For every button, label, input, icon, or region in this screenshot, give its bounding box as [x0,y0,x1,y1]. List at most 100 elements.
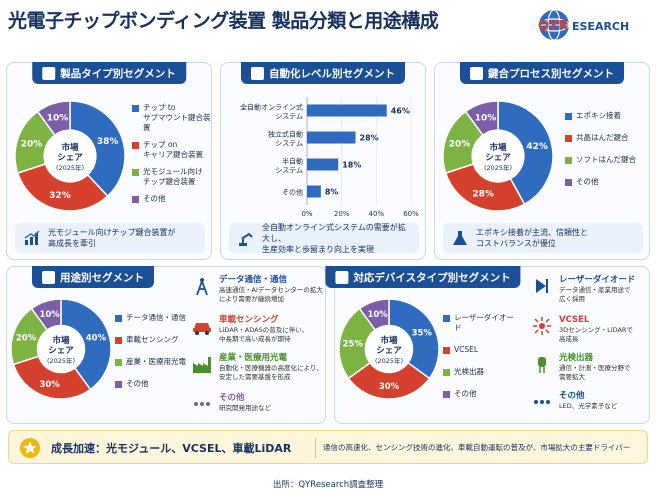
flask-icon [453,231,467,245]
center-label: シェア [485,153,511,163]
legend-swatch [132,169,139,176]
bar-value-label: 8% [325,188,339,197]
legend-label: 光モジュール向け [143,167,203,176]
legend-label: サブマウント鍵合装置 [143,113,211,132]
legend-label: その他 [576,177,599,186]
growth-chart-icon [24,230,40,245]
legend-label: エポキシ接着 [576,111,621,120]
legend-label: キャリア鍵合装置 [143,150,203,159]
legend-item: レーザーダイオード [443,313,519,333]
donut-slice [347,361,431,400]
legend-swatch [115,337,122,344]
legend-label: その他 [126,379,149,388]
banner-divider [315,438,316,458]
donut-hole [366,326,412,372]
donut-slice [444,163,526,212]
slice-label: 42% [526,142,548,152]
x-tick-label: 60% [403,210,419,218]
page-title: 光電子チップボンディング装置 製品分類と用途構成 [8,10,439,32]
bar-category-label: システム [275,167,303,175]
detail-desc: 通信・計測・医療分野で 需要拡大 [559,364,631,381]
note-text: 光モジュール向けチップ鍵合装置が 高成長を牽引 [48,228,176,248]
panel-header: 鍵合プロセス別セグメント [460,62,624,84]
more-dots-icon [194,402,210,406]
legend-swatch [443,369,450,376]
legend-swatch [565,179,572,186]
banner-label: 成長加速：光モジュール、VCSEL、車載LiDAR [51,442,292,455]
slice-label: 28% [472,190,494,200]
slice-label: 10% [475,114,497,124]
bar [307,131,356,144]
detail-title: データ通信・通信 [219,275,288,285]
donut-hole [473,131,523,181]
legend-item: その他 [565,177,649,187]
legend-item: その他 [443,389,519,399]
legend-swatch [132,105,139,112]
center-label: シェア [376,346,402,356]
detail-desc: データ通信・産業用途で 広く採用 [559,286,631,303]
donut-hole [38,326,84,372]
panel-title: 鍵合プロセス別セグメント [488,67,614,80]
use-detail-auto: 車載センシング LiDAR・ADASの普及に伴い、 中長期で高い成長が期待 [191,315,325,343]
panel-title: 対応デバイスタイプ別セグメント [353,271,511,284]
legend-item: VCSEL [443,345,519,355]
slice-label: 20% [21,140,43,150]
x-tick-label: 20% [334,210,350,218]
legend-swatch [565,113,572,120]
bar [307,185,321,198]
device-detail-photodetector: 光検出器 通信・計測・医療分野で 需要拡大 [531,353,649,381]
bar-category-label: その他 [282,188,303,197]
legend-item: 車載センシング [115,335,187,345]
legend-item: その他 [132,194,212,204]
center-label: (2025年) [484,163,512,172]
slice-label: 30% [39,380,60,390]
center-label: (2025年) [56,163,84,172]
legend-swatch [565,135,572,142]
legend-swatch [565,157,572,164]
slice-label: 38% [97,137,119,147]
device-detail-laser: レーザーダイオード データ通信・産業用途で 広く採用 [531,275,649,303]
legend-label: 光検出器 [454,367,484,376]
donut-slice [358,298,390,332]
detail-desc: LED、光学素子など [559,402,618,410]
layers-icon [470,66,483,80]
slice-label: 20% [449,140,471,150]
panel-header: 自動化レベル別セグメント [241,62,405,84]
detail-title: 光検出器 [559,353,594,363]
legend-swatch [132,196,139,203]
x-tick-label: 40% [369,210,385,218]
antenna-tower-icon [196,278,208,296]
robot-icon [251,66,264,80]
antenna-icon [42,270,55,284]
donut-slice [36,100,71,137]
legend-label: 車載センシング [126,335,179,344]
legend-item: チータ通信・通信 [115,313,187,323]
bar-category-label: 独立式自動 [268,130,303,139]
bar [307,104,387,117]
donut-slice [30,298,62,332]
legend-label: その他 [454,389,477,398]
legend-swatch [115,381,122,388]
laser-diode-icon [536,279,548,293]
bar-category-label: 全自動オンライン式 [240,103,303,112]
legend: チータ通信・通信 車載センシング 産業・医療用光電 その他 [115,313,187,396]
slice-label: 10% [367,310,388,320]
center-label: (2025年) [375,356,403,365]
center-label: 市場 [489,142,507,153]
center-label: 市場 [61,142,79,153]
legend-label: その他 [143,194,166,203]
car-icon [193,323,211,335]
legend: チップ to サブマウント鍵合装置 チップ on キャリア鍵合装置 光モジュール向け… [132,103,212,211]
x-tick-label: 0% [301,210,312,218]
center-label: シェア [57,153,83,163]
legend-label: VCSEL [454,345,479,354]
bar-chart: 46%全自動オンライン式システム28%独立式自動システム18%半自動システム8%… [240,97,419,218]
donut-slice [497,100,554,206]
slice-label: 20% [16,334,37,344]
bar [307,158,339,171]
detail-desc: 研究開発用途など [219,404,271,412]
legend-item: チップ on キャリア鍵合装置 [132,140,212,160]
panel-use: 用途別セグメント 40% 30% 20% 10% 市場 シェア (2025年) チータ通信・… [6,266,326,424]
device-detail-vcsel: VCSEL 3Dセンシング・LiDARで 高成長 [531,315,649,343]
detail-title: 産業・医療用光電 [219,353,288,363]
